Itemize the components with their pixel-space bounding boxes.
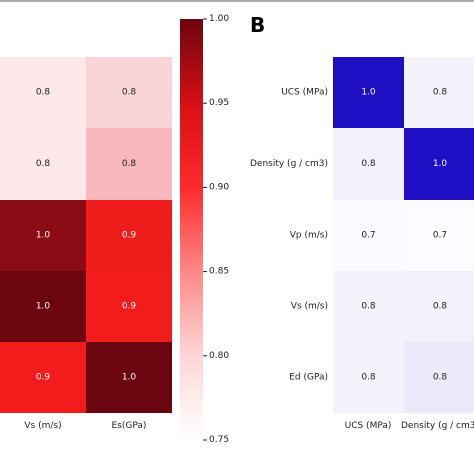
heatmap-b-y-tick: UCS (MPa)	[281, 88, 328, 98]
heatmap-b-cell	[333, 128, 404, 200]
heatmap-b-cell	[333, 57, 404, 128]
colorbar-tick-label: 0.75	[209, 435, 229, 445]
heatmap-a-value: 0.8	[36, 88, 51, 98]
colorbar-gradient	[180, 19, 203, 440]
heatmap-b-x-tick: Density (g / cm3	[401, 421, 474, 431]
colorbar-tick-label: 1.00	[209, 14, 229, 24]
heatmap-b-cell	[404, 57, 474, 128]
colorbar-tick-label: 0.85	[209, 267, 229, 277]
heatmap-b-cell	[333, 342, 404, 413]
heatmap-a-cell	[86, 200, 172, 271]
heatmap-b-cell	[404, 128, 474, 200]
heatmap-a: 0.8 0.8 0.8 0.8 1.0 0.9 1.0 0.9 0.9 1.0 Vs (m/s) Es…	[0, 57, 172, 431]
heatmap-a-cell	[86, 342, 172, 413]
heatmap-a-x-tick: Es(GPa)	[112, 421, 147, 431]
heatmap-b-value: 0.7	[361, 231, 375, 241]
heatmap-a-value: 0.9	[122, 231, 137, 241]
heatmap-b-value: 0.8	[361, 302, 376, 312]
heatmap-b-cell	[404, 342, 474, 413]
heatmap-a-cell	[0, 57, 86, 128]
heatmap-b-cell	[404, 200, 474, 271]
heatmap-a-value: 1.0	[36, 302, 51, 312]
heatmap-b-cell	[404, 271, 474, 342]
heatmap-b-value: 1.0	[433, 159, 448, 169]
heatmap-b: 1.0 0.8 0.8 1.0 0.7 0.7 0.8 0.8 0.8 0.8 UCS (MPa) D…	[250, 57, 474, 431]
heatmap-b-x-tick: UCS (MPa)	[345, 421, 392, 431]
heatmap-b-value: 0.8	[433, 373, 448, 383]
heatmap-b-y-tick: Vs (m/s)	[291, 302, 328, 312]
heatmap-b-value: 0.8	[361, 159, 376, 169]
heatmap-a-cell	[86, 128, 172, 200]
heatmap-a-cell	[86, 57, 172, 128]
panel-label-b: B	[250, 13, 265, 37]
heatmap-a-value: 1.0	[122, 373, 137, 383]
heatmap-b-value: 0.8	[433, 302, 448, 312]
heatmap-a-value: 0.8	[122, 159, 137, 169]
colorbar: 0.75 0.80 0.85 0.90 0.95 1.00	[180, 14, 229, 445]
heatmap-a-value: 0.8	[122, 88, 137, 98]
heatmap-a-x-tick: Vs (m/s)	[24, 421, 61, 431]
heatmap-b-cell	[333, 200, 404, 271]
heatmap-b-value: 0.8	[433, 88, 448, 98]
heatmap-a-cell	[86, 271, 172, 342]
heatmap-b-y-tick: Vp (m/s)	[290, 231, 328, 241]
heatmap-a-value: 1.0	[36, 231, 51, 241]
colorbar-tick-label: 0.80	[209, 351, 229, 361]
heatmap-b-y-tick: Ed (GPa)	[289, 373, 328, 383]
heatmap-a-cell	[0, 271, 86, 342]
colorbar-tick-label: 0.95	[209, 98, 229, 108]
heatmap-a-cell	[0, 128, 86, 200]
heatmap-a-value: 0.9	[36, 373, 51, 383]
heatmap-b-value: 0.8	[361, 373, 376, 383]
colorbar-tick-label: 0.90	[209, 182, 229, 192]
heatmap-b-value: 1.0	[361, 88, 376, 98]
heatmap-b-cell	[333, 271, 404, 342]
heatmap-a-cell	[0, 342, 86, 413]
heatmap-a-value: 0.8	[36, 159, 51, 169]
heatmap-a-cell	[0, 200, 86, 271]
heatmap-a-value: 0.9	[122, 302, 137, 312]
heatmap-b-value: 0.7	[433, 231, 447, 241]
heatmap-b-y-tick: Density (g / cm3)	[250, 159, 328, 169]
